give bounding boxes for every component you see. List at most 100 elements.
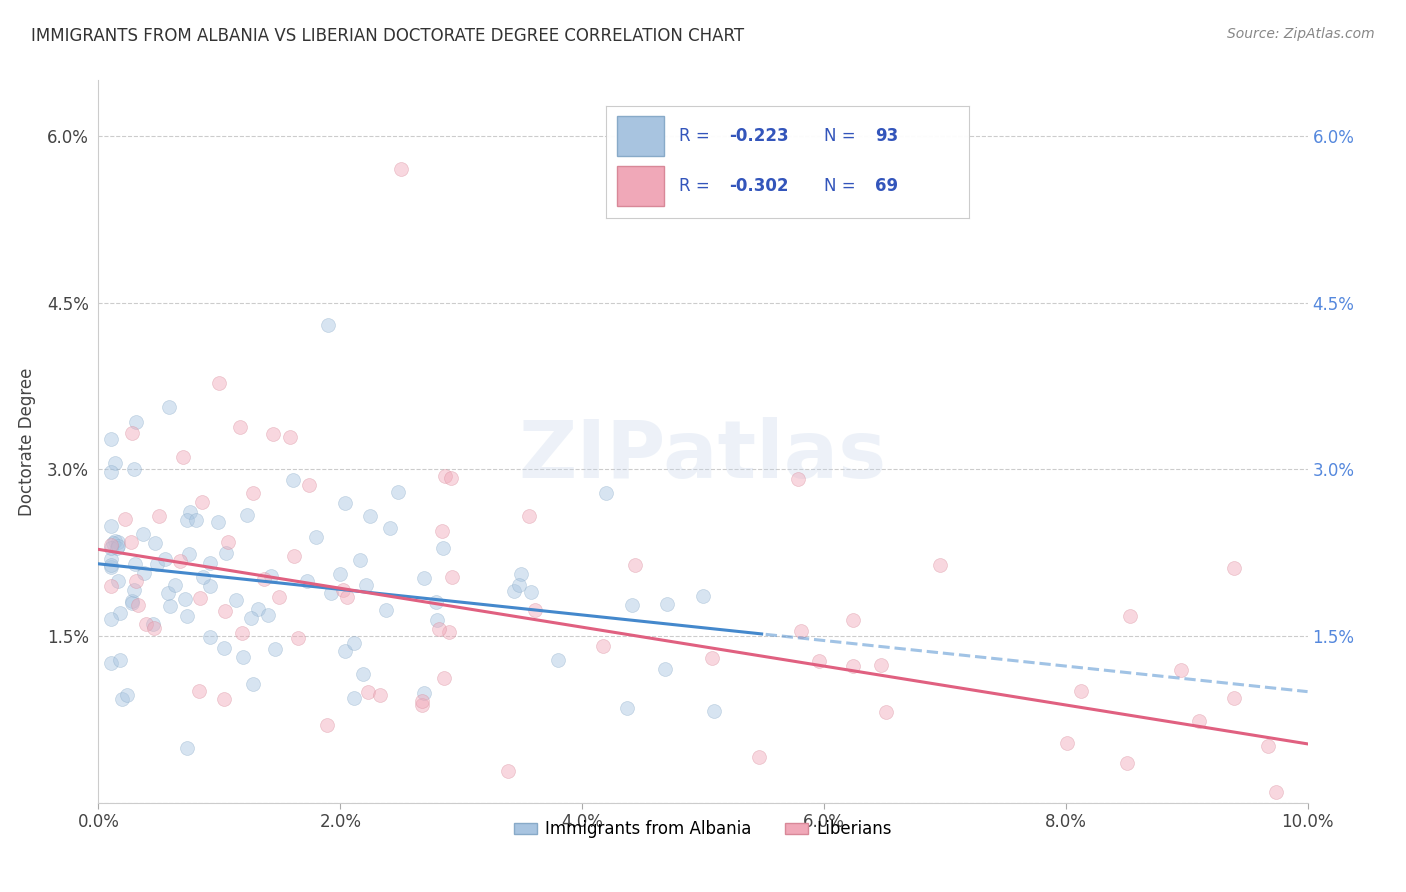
- Point: [247, 601, 270, 615]
- Point: [107, 539, 129, 553]
- Point: [225, 592, 247, 607]
- Point: [176, 740, 198, 755]
- Point: [176, 609, 198, 624]
- Point: [1056, 736, 1078, 750]
- Point: [283, 549, 305, 563]
- Point: [441, 570, 464, 584]
- Point: [592, 640, 614, 654]
- Point: [425, 595, 447, 609]
- Point: [229, 419, 252, 434]
- Point: [104, 456, 127, 470]
- Point: [153, 552, 176, 566]
- Point: [437, 624, 460, 639]
- Point: [107, 574, 129, 588]
- Point: [117, 688, 139, 702]
- Point: [100, 465, 122, 479]
- Point: [808, 654, 831, 668]
- Point: [169, 554, 191, 568]
- Point: [122, 583, 145, 598]
- Point: [239, 610, 262, 624]
- Point: [148, 509, 170, 524]
- Point: [319, 586, 342, 600]
- Point: [188, 684, 211, 698]
- Point: [624, 558, 647, 572]
- Point: [253, 572, 276, 586]
- Point: [517, 508, 540, 523]
- Point: [263, 427, 285, 442]
- Point: [176, 513, 198, 527]
- Point: [298, 477, 321, 491]
- Point: [100, 656, 122, 670]
- Point: [100, 552, 122, 566]
- Point: [440, 471, 463, 485]
- Point: [104, 534, 127, 549]
- Point: [389, 162, 412, 177]
- Point: [356, 684, 378, 698]
- Point: [411, 698, 433, 712]
- Point: [703, 704, 725, 718]
- Point: [143, 536, 166, 550]
- Point: [212, 692, 235, 706]
- Point: [100, 611, 122, 625]
- Point: [142, 621, 165, 635]
- Point: [186, 513, 208, 527]
- Point: [869, 658, 891, 673]
- Y-axis label: Doctorate Degree: Doctorate Degree: [18, 368, 35, 516]
- Point: [172, 450, 194, 464]
- Point: [412, 571, 434, 585]
- Point: [257, 608, 280, 623]
- Point: [100, 558, 122, 572]
- Legend: Immigrants from Albania, Liberians: Immigrants from Albania, Liberians: [508, 814, 898, 845]
- Point: [349, 553, 371, 567]
- Point: [200, 630, 222, 644]
- Point: [121, 594, 143, 608]
- Point: [125, 574, 148, 589]
- Point: [207, 515, 229, 529]
- Point: [101, 536, 124, 550]
- Point: [100, 560, 122, 574]
- Point: [260, 569, 283, 583]
- Point: [198, 579, 221, 593]
- Point: [121, 426, 143, 441]
- Point: [502, 584, 524, 599]
- Point: [354, 578, 377, 592]
- Point: [122, 462, 145, 476]
- Point: [200, 557, 222, 571]
- Point: [787, 472, 810, 486]
- Point: [287, 632, 309, 646]
- Point: [212, 640, 235, 655]
- Point: [177, 547, 200, 561]
- Point: [343, 636, 366, 650]
- Point: [191, 494, 214, 508]
- Point: [655, 598, 678, 612]
- Point: [316, 718, 339, 732]
- Point: [1119, 608, 1142, 623]
- Point: [509, 566, 531, 581]
- Point: [242, 676, 264, 690]
- Point: [411, 694, 433, 708]
- Point: [1188, 714, 1211, 728]
- Point: [146, 557, 169, 571]
- Point: [236, 508, 259, 522]
- Point: [1170, 663, 1192, 677]
- Point: [121, 596, 143, 610]
- Text: IMMIGRANTS FROM ALBANIA VS LIBERIAN DOCTORATE DEGREE CORRELATION CHART: IMMIGRANTS FROM ALBANIA VS LIBERIAN DOCT…: [31, 27, 744, 45]
- Point: [929, 558, 952, 572]
- Point: [316, 318, 339, 332]
- Point: [278, 430, 301, 444]
- Point: [215, 546, 238, 560]
- Point: [135, 616, 157, 631]
- Point: [700, 651, 723, 665]
- Point: [343, 691, 366, 706]
- Point: [508, 578, 530, 592]
- Point: [100, 579, 122, 593]
- Point: [432, 541, 454, 555]
- Point: [295, 574, 318, 589]
- Point: [1223, 561, 1246, 575]
- Point: [100, 433, 122, 447]
- Point: [1265, 785, 1288, 799]
- Point: [110, 691, 132, 706]
- Point: [547, 653, 569, 667]
- Point: [329, 567, 352, 582]
- Point: [375, 603, 398, 617]
